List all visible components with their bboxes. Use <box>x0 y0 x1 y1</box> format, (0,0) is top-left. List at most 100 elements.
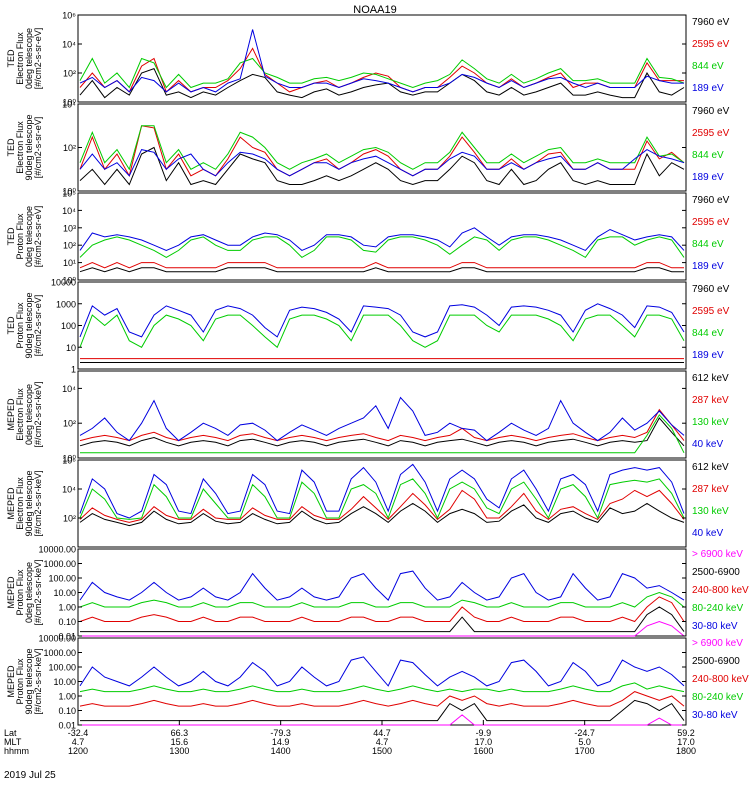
y-axis-label: MEPED <box>6 576 16 609</box>
y-tick-label: 10⁰ <box>62 276 76 286</box>
x-tick-label: 15.6 <box>171 737 189 747</box>
legend-entry: 2500-6900 <box>692 656 740 667</box>
series-meped-e-0-0 <box>79 417 685 447</box>
y-tick-label: 10² <box>63 514 76 524</box>
plot-frame <box>77 459 687 548</box>
y-axis-label: Proton Flux <box>15 302 25 349</box>
y-tick-label: 10⁰ <box>62 454 76 464</box>
series-ted-p-90-3 <box>79 303 685 338</box>
legend-entry: 30-80 keV <box>692 621 738 632</box>
y-axis-label: 90deg telescope <box>24 114 34 180</box>
y-tick-label: 10.00 <box>53 677 76 687</box>
x-tick-label: 4.7 <box>376 737 389 747</box>
y-axis-label: 90deg telescope <box>24 292 34 358</box>
x-tick-label: -9.9 <box>476 728 492 738</box>
x-tick-label: 1800 <box>676 746 696 756</box>
series-meped-e-0-3 <box>79 396 685 442</box>
legend-entry: 30-80 keV <box>692 710 738 721</box>
series-meped-p-0-0 <box>80 620 685 637</box>
series-ted-e-0-2 <box>79 57 685 89</box>
y-axis-label: [#/cm2-s-sr-eV] <box>33 117 43 179</box>
legend-entry: 189 eV <box>692 350 724 361</box>
y-axis-label: TED <box>6 138 16 157</box>
y-tick-label: 10⁴ <box>62 485 76 495</box>
x-tick-label: -32.4 <box>68 728 89 738</box>
legend-entry: 80-240 keV <box>692 692 743 703</box>
panel-ted-e-0: 10⁰ 10² 10⁴ 10⁶ TED Electron Flux 0deg telesco… <box>6 11 730 108</box>
x-tick-label: 17.0 <box>677 737 695 747</box>
x-axis-row-label: hhmm <box>4 746 29 756</box>
y-tick-label: 10² <box>63 419 76 429</box>
legend-entry: 287 keV <box>692 484 729 495</box>
series-meped-e-90-3 <box>79 463 685 519</box>
y-tick-label: 10000 <box>51 278 76 288</box>
y-tick-label: 10⁵ <box>62 189 76 199</box>
series-ted-e-90-3 <box>79 149 685 177</box>
x-tick-label: 1600 <box>473 746 493 756</box>
series-ted-p-0-1 <box>79 262 684 269</box>
plot-frame <box>77 370 687 459</box>
y-tick-label: 10² <box>63 69 76 79</box>
series-meped-p-0-2 <box>79 596 685 623</box>
series-meped-e-90-0 <box>79 502 685 527</box>
series-ted-e-0-1 <box>79 47 684 93</box>
legend-entry: 2595 eV <box>692 128 730 139</box>
y-axis-label: 0deg telescope <box>24 384 34 445</box>
x-axis-row-label: MLT <box>4 737 22 747</box>
legend-entry: > 6900 keV <box>692 549 743 560</box>
chart-title: NOAA19 <box>353 4 396 16</box>
y-tick-label: 0.10 <box>58 617 76 627</box>
y-axis-label: [#/cm2-s-sr-eV] <box>33 206 43 268</box>
x-tick-label: 1300 <box>169 746 189 756</box>
plot-frame <box>77 192 687 281</box>
y-axis-label: [#/cm2-s-sr-keV] <box>33 381 43 447</box>
series-ted-e-0-0 <box>79 67 685 99</box>
y-axis-label: Electron Flux <box>15 121 25 174</box>
y-axis-label: Electron Flux <box>15 32 25 85</box>
x-tick-label: 17.0 <box>475 737 493 747</box>
y-axis-label: [#/cm2-s-sr-keV] <box>33 470 43 536</box>
y-tick-label: 10³ <box>63 223 76 233</box>
legend-entry: 189 eV <box>692 83 724 94</box>
y-tick-label: 100.00 <box>48 574 76 584</box>
series-meped-p-0-4 <box>79 570 685 601</box>
y-tick-label: 10⁶ <box>62 456 76 466</box>
y-axis-label: TED <box>6 49 16 68</box>
legend-entry: 287 keV <box>692 395 729 406</box>
y-axis-label: MEPED <box>6 487 16 520</box>
legend-entry: 40 keV <box>692 528 723 539</box>
legend-entry: 240-800 keV <box>692 674 749 685</box>
series-ted-p-90-2 <box>79 314 685 349</box>
panel-ted-e-90: 10⁰ 10² 10⁴ TED Electron Flux 90deg telescope… <box>6 100 730 197</box>
series-meped-p-90-2 <box>79 691 685 707</box>
plot-frame <box>77 14 687 103</box>
legend-entry: 844 eV <box>692 239 724 250</box>
y-tick-label: 0.01 <box>58 632 76 642</box>
series-meped-e-0-1 <box>79 408 685 442</box>
legend-entry: 7960 eV <box>692 195 730 206</box>
y-tick-label: 10.00 <box>53 588 76 598</box>
y-tick-label: 10⁰ <box>62 187 76 197</box>
x-tick-label: 59.2 <box>677 728 695 738</box>
y-tick-label: 100 <box>61 321 76 331</box>
y-axis-label: Electron Flux <box>15 477 25 530</box>
series-ted-p-0-0 <box>79 267 684 273</box>
y-tick-label: 1000.00 <box>43 559 76 569</box>
series-meped-e-90-2 <box>79 478 685 520</box>
legend-entry: 130 keV <box>692 417 729 428</box>
y-tick-label: 10¹ <box>63 258 76 268</box>
legend-entry: > 6900 keV <box>692 638 743 649</box>
series-ted-e-0-3 <box>79 29 684 93</box>
y-tick-label: 10² <box>63 143 76 153</box>
y-axis-label: MEPED <box>6 398 16 431</box>
y-tick-label: 100.00 <box>48 663 76 673</box>
legend-entry: 844 eV <box>692 328 724 339</box>
series-meped-p-0-3 <box>79 591 685 608</box>
y-tick-label: 10000.00 <box>38 545 76 555</box>
series-ted-e-90-0 <box>79 146 685 186</box>
legend-entry: 612 keV <box>692 373 729 384</box>
y-tick-label: 1 <box>71 365 76 375</box>
y-tick-label: 10000.00 <box>38 634 76 644</box>
legend-entry: 844 eV <box>692 150 724 161</box>
